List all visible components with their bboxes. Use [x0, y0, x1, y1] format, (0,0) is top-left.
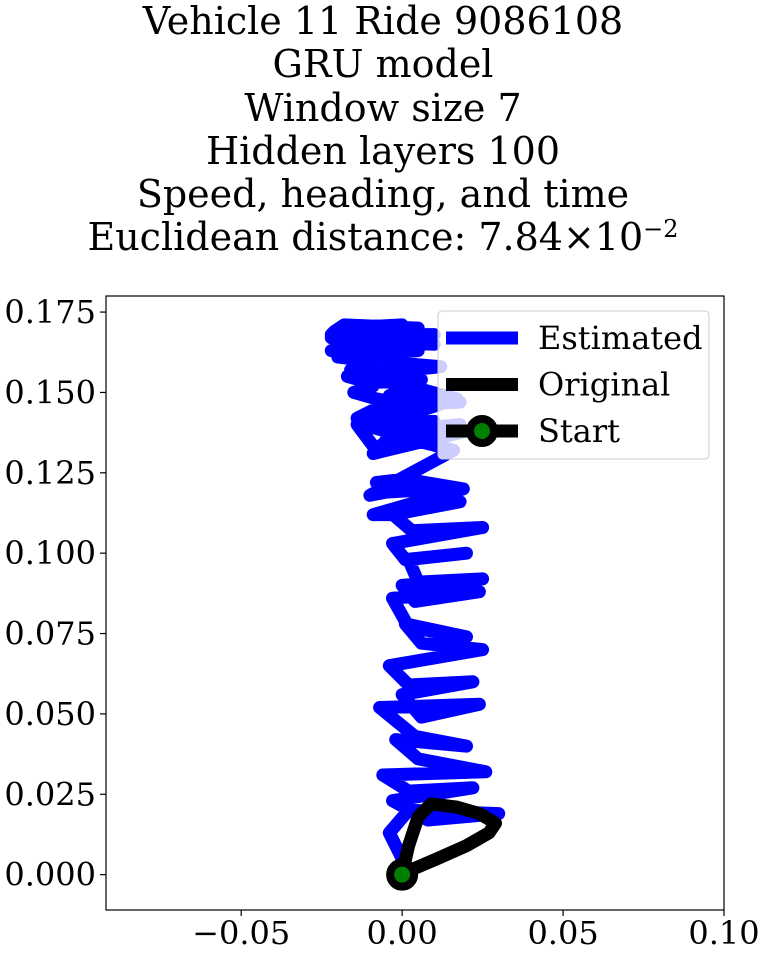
axes: −0.05 0.00 0.05 0.10 0.000 0.025 0.050 0.075 0.1… [4, 293, 759, 952]
x-tick-label: 0.10 [688, 914, 759, 952]
y-tick-label: 0.100 [4, 534, 96, 572]
series-line-original [395, 797, 502, 882]
series-line-estimated [324, 318, 506, 882]
legend-box [437, 310, 710, 460]
chart-title-line-5: Speed, heading, and time [136, 172, 630, 217]
y-tick-label: 0.000 [4, 856, 96, 894]
distance-exponent: −2 [643, 215, 679, 244]
x-tick-label: 0.00 [367, 914, 438, 952]
plot-area [324, 318, 506, 891]
legend-label-estimated: Estimated [538, 319, 703, 357]
chart-title-block: Vehicle 11 Ride 9086108 GRU model Window… [0, 0, 766, 260]
chart-title-line-4: Hidden layers 100 [205, 128, 561, 173]
legend-start-marker [466, 415, 498, 447]
distance-label: Euclidean distance: [87, 215, 479, 260]
legend-label-start: Start [538, 412, 620, 450]
legend: Estimated Original Start [437, 310, 710, 460]
start-marker [386, 858, 419, 891]
chart-title-line-3: Window size 7 [244, 85, 522, 130]
y-tick-label: 0.075 [4, 615, 96, 653]
y-tick-label: 0.050 [4, 695, 96, 733]
y-tick-label: 0.125 [4, 454, 96, 492]
y-tick-label: 0.175 [4, 293, 96, 331]
y-tick-label: 0.025 [4, 775, 96, 813]
legend-label-original: Original [538, 366, 670, 404]
distance-times: ×10 [562, 215, 644, 260]
distance-mantissa: 7.84 [478, 215, 563, 260]
chart-title-line-2: GRU model [272, 42, 494, 87]
chart-title-line-1: Vehicle 11 Ride 9086108 [142, 0, 624, 43]
chart-title-distance: Euclidean distance: 7.84×10−2 [0, 216, 766, 259]
axes-frame [105, 295, 725, 911]
x-tick-label: −0.05 [192, 914, 290, 952]
y-tick-label: 0.150 [4, 373, 96, 411]
x-tick-label: 0.05 [527, 914, 598, 952]
